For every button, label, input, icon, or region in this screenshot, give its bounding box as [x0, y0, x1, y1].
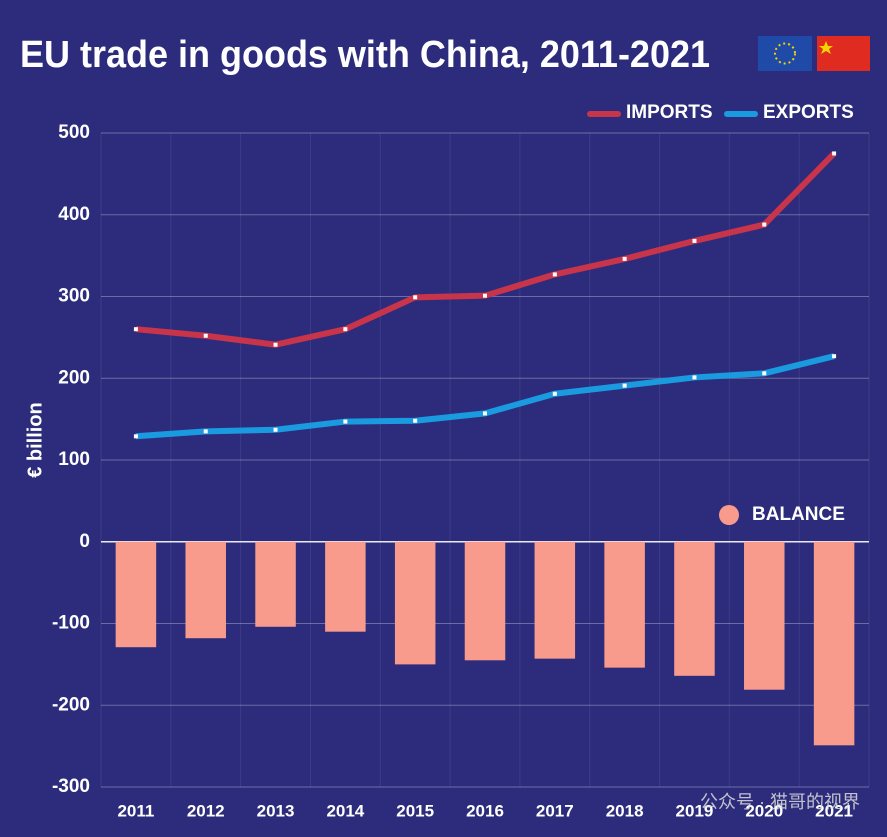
point: [413, 418, 418, 423]
x-tick-label: 2020: [745, 801, 783, 820]
x-tick-label: 2021: [815, 801, 853, 820]
eu-flag: [758, 36, 812, 71]
point: [413, 295, 418, 300]
watermark: 公众号 · 猫哥的视界: [700, 792, 860, 812]
y-tick-label: 300: [58, 286, 90, 307]
y-tick-label: -100: [52, 613, 90, 634]
point: [133, 327, 138, 332]
legend-label: EXPORTS: [763, 102, 854, 123]
x-tick-label: 2019: [676, 801, 714, 820]
bar: [185, 541, 226, 639]
legend-swatch: [719, 505, 739, 525]
point: [762, 371, 767, 376]
bar: [534, 541, 576, 659]
point: [622, 383, 627, 388]
point: [832, 151, 837, 156]
point: [133, 434, 138, 439]
bar: [255, 541, 296, 627]
bar: [674, 541, 715, 676]
point: [552, 272, 557, 277]
point: [622, 256, 627, 261]
x-tick-label: 2014: [326, 801, 364, 820]
legend-label: BALANCE: [752, 504, 845, 525]
x-tick-label: 2012: [187, 801, 225, 820]
point: [692, 238, 697, 243]
y-tick-label: 100: [58, 449, 90, 470]
point: [273, 427, 278, 432]
point: [483, 411, 487, 416]
bar: [325, 541, 366, 632]
y-tick-label: 0: [79, 531, 90, 552]
x-tick-label: 2018: [606, 801, 644, 820]
point: [483, 293, 487, 298]
bar: [744, 541, 785, 690]
point: [692, 375, 697, 380]
point: [762, 222, 767, 227]
bar: [115, 541, 157, 648]
x-tick-label: 2016: [466, 801, 504, 820]
legend-label: IMPORTS: [626, 102, 713, 123]
y-tick-label: 200: [58, 367, 90, 388]
point: [343, 327, 348, 332]
bar: [604, 541, 645, 668]
point: [552, 391, 557, 396]
x-tick-label: 2013: [257, 801, 295, 820]
y-tick-label: -300: [52, 776, 90, 797]
bar: [464, 541, 506, 661]
x-tick-label: 2017: [536, 801, 574, 820]
bar: [394, 541, 436, 665]
y-axis-label: € billion: [24, 402, 46, 478]
point: [343, 419, 348, 424]
y-tick-label: 400: [58, 204, 90, 225]
point: [273, 342, 278, 347]
china-flag: [817, 36, 870, 71]
point: [203, 429, 208, 434]
y-tick-label: -200: [52, 694, 90, 715]
x-tick-label: 2015: [396, 801, 434, 820]
x-tick-label: 2011: [117, 801, 154, 820]
bar: [813, 541, 855, 746]
point: [832, 354, 837, 359]
y-tick-label: 500: [58, 122, 90, 143]
chart-title: EU trade in goods with China, 2011-2021: [20, 34, 710, 76]
point: [203, 333, 208, 338]
